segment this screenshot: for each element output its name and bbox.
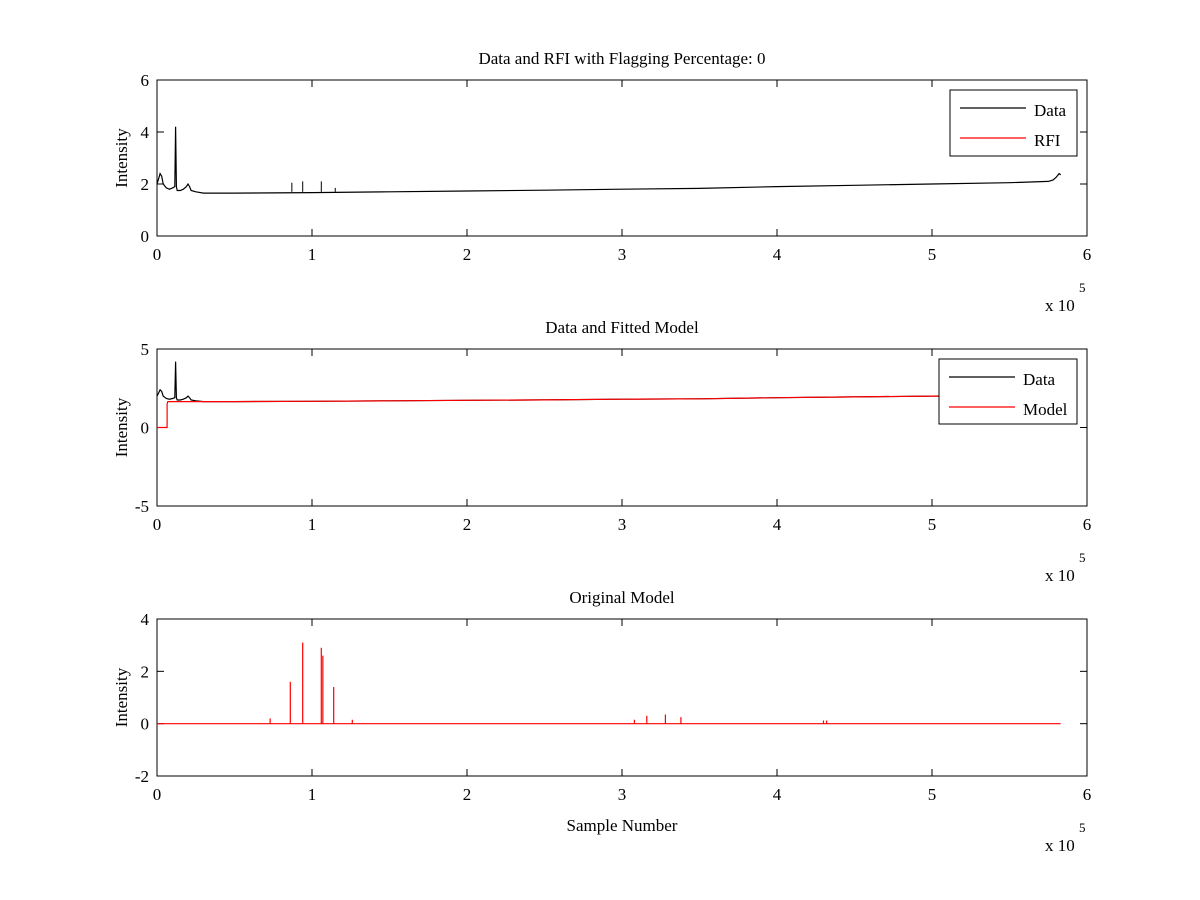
x-multiplier-exponent: 5 xyxy=(1079,280,1086,295)
axes-frame xyxy=(156,79,1088,237)
y-tick-label: 0 xyxy=(141,419,150,438)
y-tick-label: 4 xyxy=(141,123,150,142)
x-tick-label: 5 xyxy=(928,515,937,534)
x-multiplier-exponent: 5 xyxy=(1079,550,1086,565)
x-tick-label: 3 xyxy=(618,785,627,804)
x-tick-label: 0 xyxy=(153,245,162,264)
x-tick-label: 3 xyxy=(618,515,627,534)
x-tick-label: 1 xyxy=(308,245,317,264)
x-axis-label: Sample Number xyxy=(567,816,678,835)
axes-frame xyxy=(156,618,1088,777)
x-multiplier-label: x 10 xyxy=(1045,296,1075,315)
y-tick-label: 5 xyxy=(141,340,150,359)
legend-label: Data xyxy=(1034,101,1067,120)
x-tick-label: 2 xyxy=(463,515,472,534)
x-tick-label: 4 xyxy=(773,785,782,804)
y-tick-label: 0 xyxy=(141,715,150,734)
x-tick-label: 1 xyxy=(308,515,317,534)
y-tick-label: 0 xyxy=(141,227,150,246)
legend-label: RFI xyxy=(1034,131,1061,150)
legend-box xyxy=(949,89,1078,157)
series-line-data xyxy=(156,126,1062,194)
y-axis-label: Intensity xyxy=(112,667,131,727)
x-tick-label: 2 xyxy=(463,245,472,264)
legend-label: Data xyxy=(1023,370,1056,389)
y-axis-label: Intensity xyxy=(112,128,131,188)
axes-frame xyxy=(156,348,1088,507)
y-axis-label: Intensity xyxy=(112,397,131,457)
x-tick-label: 0 xyxy=(153,785,162,804)
y-tick-label: 2 xyxy=(141,175,150,194)
x-tick-label: 4 xyxy=(773,515,782,534)
x-tick-label: 5 xyxy=(928,245,937,264)
y-tick-label: 2 xyxy=(141,662,150,681)
series-line-model xyxy=(157,393,1061,429)
x-tick-label: 4 xyxy=(773,245,782,264)
x-tick-label: 6 xyxy=(1083,785,1092,804)
chart-title: Original Model xyxy=(569,588,675,607)
x-multiplier-exponent: 5 xyxy=(1079,820,1086,835)
x-tick-label: 0 xyxy=(153,515,162,534)
y-tick-label: -2 xyxy=(135,767,149,786)
x-tick-label: 2 xyxy=(463,785,472,804)
chart-title: Data and RFI with Flagging Percentage: 0 xyxy=(478,49,765,68)
x-tick-label: 1 xyxy=(308,785,317,804)
x-tick-label: 3 xyxy=(618,245,627,264)
y-tick-label: -5 xyxy=(135,497,149,516)
x-multiplier-label: x 10 xyxy=(1045,566,1075,585)
x-multiplier-label: x 10 xyxy=(1045,836,1075,855)
chart-title: Data and Fitted Model xyxy=(545,318,699,337)
y-tick-label: 4 xyxy=(141,610,150,629)
legend-box xyxy=(938,358,1078,425)
x-tick-label: 6 xyxy=(1083,515,1092,534)
y-tick-label: 6 xyxy=(141,71,150,90)
legend-label: Model xyxy=(1023,400,1068,419)
x-tick-label: 6 xyxy=(1083,245,1092,264)
x-tick-label: 5 xyxy=(928,785,937,804)
